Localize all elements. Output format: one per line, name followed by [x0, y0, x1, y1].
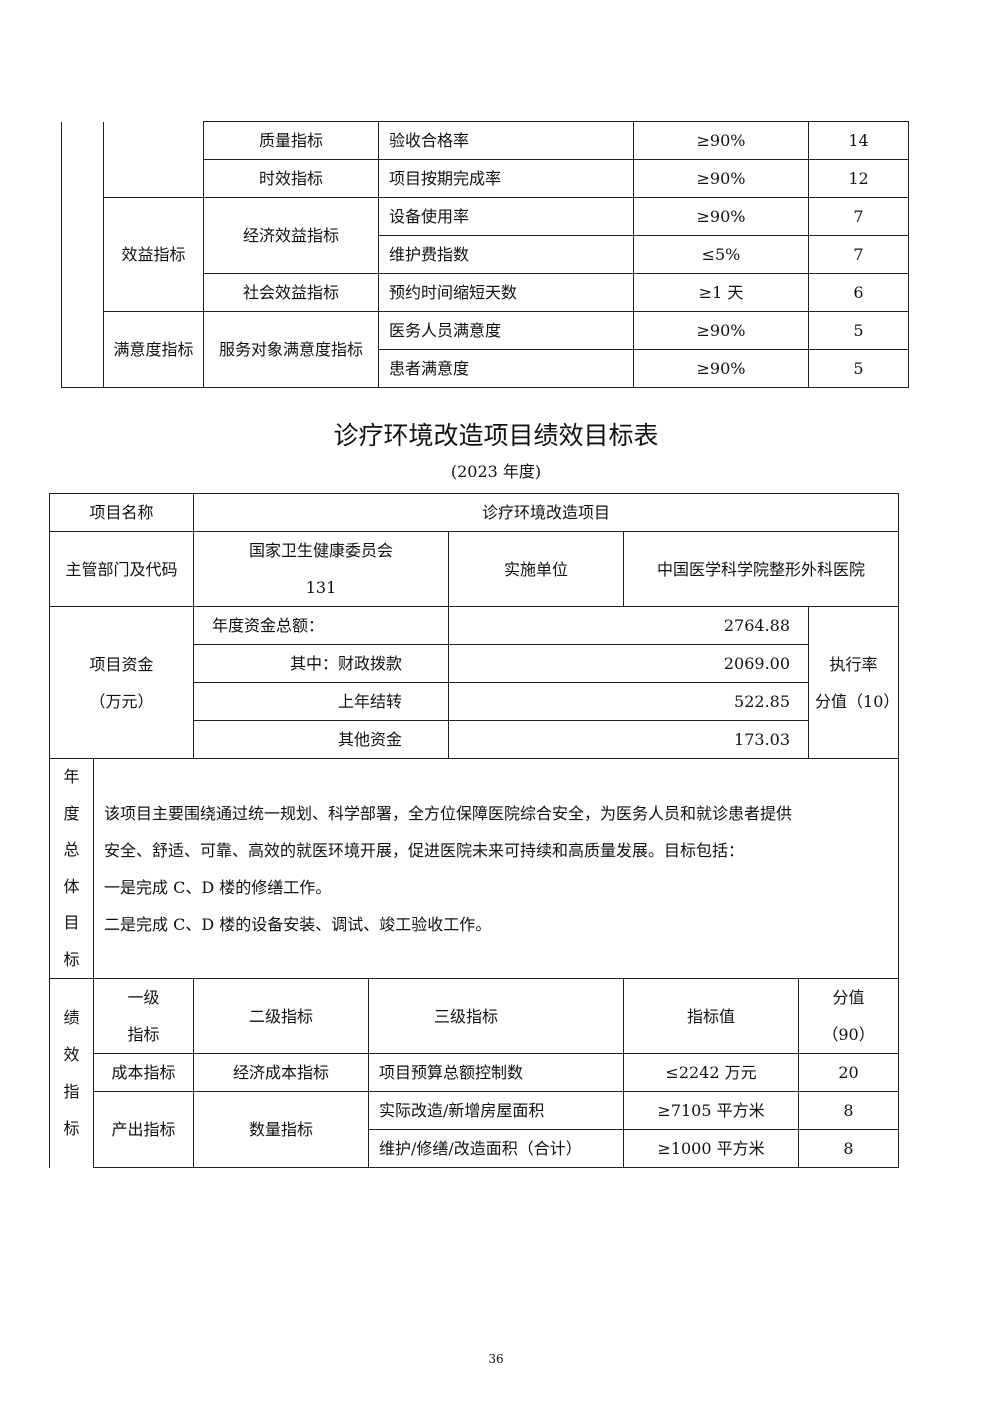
fund-label: 年度资金总额： — [193, 606, 450, 645]
document-subtitle: (2023 年度) — [450, 462, 542, 481]
header-level2: 二级指标 — [193, 978, 370, 1054]
value-cell: ≤5% — [633, 235, 809, 274]
level3-cell: 维护费指数 — [378, 235, 634, 274]
goal-line: 一是完成 C、D 楼的修缮工作。 — [104, 877, 332, 897]
value-cell: ≥90% — [633, 159, 809, 198]
page-number: 36 — [488, 1352, 504, 1366]
fund-label: 其他资金 — [193, 720, 450, 759]
value-cell: ≤2242 万元 — [623, 1053, 800, 1092]
score-cell: 5 — [808, 311, 909, 350]
level2-cell: 社会效益指标 — [203, 273, 379, 312]
impl-label: 实施单位 — [448, 531, 625, 607]
score-cell: 7 — [808, 197, 909, 236]
dept-name: 国家卫生健康委员会 — [249, 541, 394, 560]
level2-cell: 经济效益指标 — [203, 197, 379, 274]
score-cell: 8 — [798, 1129, 900, 1168]
fund-value: 173.03 — [448, 720, 810, 759]
value-cell: ≥90% — [633, 349, 809, 388]
perf-label: 绩效指标 — [49, 978, 94, 1168]
goal-line: 安全、舒适、可靠、高效的就医环境开展，促进医院未来可持续和高质量发展。目标包括： — [104, 840, 745, 860]
score-cell: 5 — [808, 349, 909, 388]
score-cell: 14 — [808, 121, 909, 160]
score-cell: 8 — [798, 1091, 900, 1130]
value-cell: ≥90% — [633, 311, 809, 350]
level1-cell: 成本指标 — [92, 1053, 195, 1092]
level3-cell: 实际改造/新增房屋面积 — [368, 1091, 625, 1130]
level3-cell: 维护/修缮/改造面积（合计） — [368, 1129, 625, 1168]
score-cell: 12 — [808, 159, 909, 198]
dept-code: 131 — [305, 578, 337, 597]
level1-cell: 效益指标 — [103, 197, 204, 312]
level3-cell: 验收合格率 — [378, 121, 634, 160]
level2-cell: 数量指标 — [193, 1091, 370, 1168]
fund-label: 其中：财政拨款 — [193, 644, 450, 683]
level3-cell: 项目预算总额控制数 — [368, 1053, 625, 1092]
goal-line: 该项目主要围绕通过统一规划、科学部署，全方位保障医院综合安全，为医务人员和就诊患… — [104, 803, 793, 823]
impl-unit: 中国医学科学院整形外科医院 — [623, 531, 900, 607]
previous-performance-table: 质量指标 验收合格率 ≥90% 14 时效指标 项目按期完成率 ≥90% 12 … — [61, 121, 909, 388]
level3-cell: 医务人员满意度 — [378, 311, 634, 350]
project-name-label: 项目名称 — [48, 493, 195, 532]
header-score: 分值 （90） — [798, 978, 900, 1054]
value-cell: ≥7105 平方米 — [623, 1091, 800, 1130]
level3-cell: 预约时间缩短天数 — [378, 273, 634, 312]
level1-blank — [103, 121, 204, 198]
score-cell: 20 — [798, 1053, 900, 1092]
level3-cell: 设备使用率 — [378, 197, 634, 236]
fund-value: 2069.00 — [448, 644, 810, 683]
level2-cell: 质量指标 — [203, 121, 379, 160]
score-cell: 7 — [808, 235, 909, 274]
level1-cell: 产出指标 — [92, 1091, 195, 1168]
level2-cell: 服务对象满意度指标 — [203, 311, 379, 388]
score-cell: 6 — [808, 273, 909, 312]
level3-cell: 项目按期完成率 — [378, 159, 634, 198]
goal-label: 年度总体目标 — [49, 758, 94, 979]
value-cell: ≥1 天 — [633, 273, 809, 312]
level2-cell: 经济成本指标 — [193, 1053, 370, 1092]
document-title: 诊疗环境改造项目绩效目标表 — [333, 421, 659, 450]
fund-value: 522.85 — [448, 682, 810, 721]
level2-cell: 时效指标 — [203, 159, 379, 198]
dept-cell: 国家卫生健康委员会 131 — [193, 531, 450, 607]
value-cell: ≥90% — [633, 121, 809, 160]
value-cell: ≥90% — [633, 197, 809, 236]
header-level1: 一级指标 — [92, 978, 195, 1054]
level3-cell: 患者满意度 — [378, 349, 634, 388]
goal-line: 二是完成 C、D 楼的设备安装、调试、竣工验收工作。 — [104, 914, 492, 934]
exec-rate: 执行率 分值（10） — [808, 606, 899, 759]
project-name: 诊疗环境改造项目 — [193, 493, 900, 532]
header-value: 指标值 — [623, 978, 800, 1054]
value-cell: ≥1000 平方米 — [623, 1129, 800, 1168]
level1-cell: 满意度指标 — [103, 311, 204, 388]
performance-goal-table: 项目名称 诊疗环境改造项目 主管部门及代码 国家卫生健康委员会 131 实施单位 … — [48, 493, 900, 1168]
goal-content: 该项目主要围绕通过统一规划、科学部署，全方位保障医院综合安全，为医务人员和就诊患… — [92, 758, 900, 979]
fund-value: 2764.88 — [448, 606, 810, 645]
level1-blank — [61, 121, 104, 388]
funds-label: 项目资金 （万元） — [48, 606, 195, 759]
fund-label: 上年结转 — [193, 682, 450, 721]
dept-label: 主管部门及代码 — [48, 531, 195, 607]
header-level3: 三级指标 — [368, 978, 625, 1054]
